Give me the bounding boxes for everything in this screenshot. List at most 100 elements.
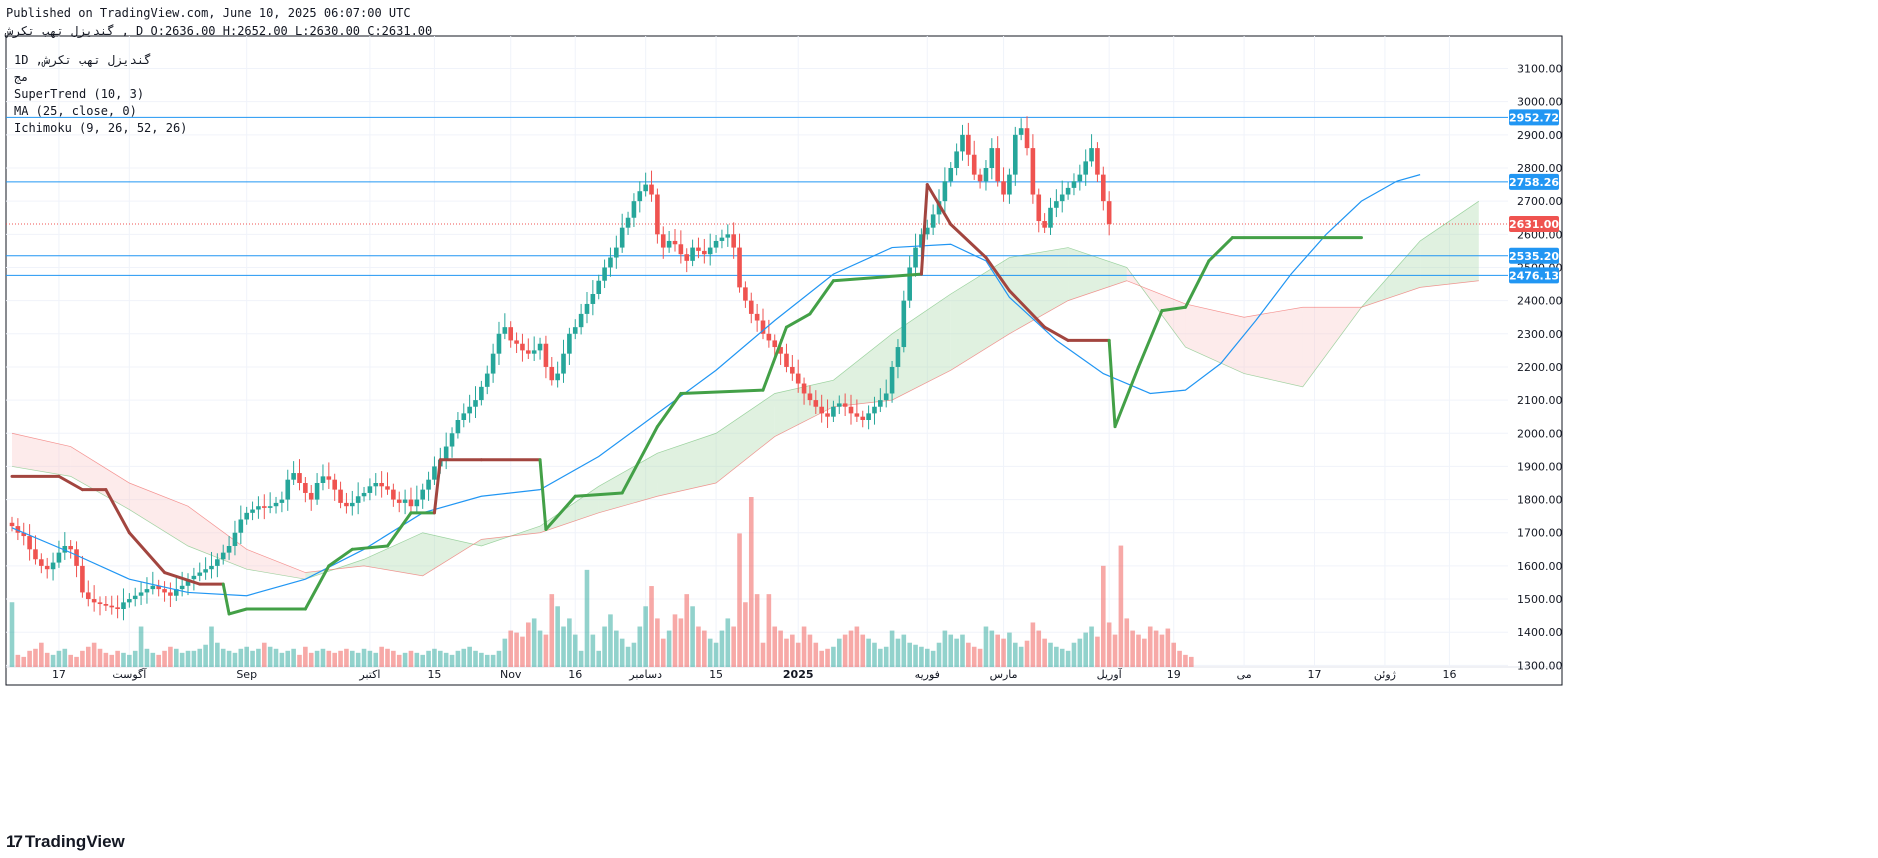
volume-bar: [144, 648, 150, 667]
x-tick-label: 16: [1442, 668, 1456, 681]
candle-body: [989, 148, 995, 168]
tradingview-logo[interactable]: 17 TradingView: [6, 832, 125, 852]
volume-bar: [443, 652, 449, 667]
candle-body: [1089, 148, 1094, 162]
volume-bar: [625, 646, 631, 667]
candle-body: [256, 506, 261, 510]
x-tick-label: 16: [568, 668, 582, 681]
candle-body: [930, 214, 936, 228]
cloud-segment: [1068, 247, 1127, 301]
volume-bar: [942, 630, 948, 667]
volume-bar: [520, 636, 525, 667]
legend-ma[interactable]: MA (25, close, 0): [14, 104, 137, 118]
supertrend-segment: [104, 488, 131, 535]
candle-body: [942, 181, 948, 202]
candle-body: [807, 393, 813, 401]
gridlines: 1300.00 1400.00 1500.00 1600.00 1700.00 1800.…: [6, 36, 1563, 681]
volume-bar: [314, 650, 320, 667]
published-line: Published on TradingView.com, June 10, 2…: [6, 6, 411, 20]
volume-bar: [344, 648, 349, 667]
volume-bar: [1147, 626, 1153, 667]
candle-body: [250, 509, 255, 513]
volume-bar: [332, 652, 337, 667]
candle-body: [39, 559, 44, 566]
volume-bar: [637, 626, 643, 667]
volume-bar: [338, 650, 343, 667]
candle-body: [238, 519, 244, 533]
candle-body: [983, 168, 989, 182]
volume-bar: [1112, 634, 1118, 667]
volume-bar: [1001, 638, 1006, 667]
volume-series: [9, 497, 1194, 667]
candle-body: [50, 562, 56, 570]
candle-body: [402, 499, 408, 503]
candle-body: [490, 353, 496, 374]
volume-bar: [854, 626, 860, 667]
volume-bar: [537, 630, 543, 667]
candle-body: [1071, 181, 1077, 188]
legend-ichimoku[interactable]: Ichimoku (9, 26, 52, 26): [14, 121, 188, 135]
cloud-span-b: [11, 280, 1479, 577]
volume-bar: [801, 626, 807, 667]
volume-bar: [179, 652, 185, 667]
supertrend-segment: [949, 222, 988, 260]
candle-body: [156, 585, 161, 590]
volume-bar: [285, 650, 291, 667]
supertrend-segment: [620, 425, 659, 495]
candle-body: [731, 234, 736, 248]
level-price-label-bg: [1509, 267, 1559, 284]
volume-bar: [1083, 632, 1088, 667]
cloud-segment: [716, 393, 775, 483]
candle-body: [883, 393, 889, 401]
candle-body: [737, 247, 742, 288]
volume-bar: [209, 626, 214, 667]
supertrend-segment: [350, 544, 389, 551]
volume-bar: [690, 606, 695, 667]
volume-bar: [572, 634, 578, 667]
volume-bar: [666, 630, 672, 667]
volume-bar: [1189, 656, 1194, 667]
legend-supertrend[interactable]: SuperTrend (10, 3): [14, 87, 145, 101]
x-tick-label: 19: [1167, 668, 1181, 681]
volume-bar: [68, 654, 73, 667]
candle-body: [21, 532, 27, 537]
candle-body: [326, 476, 332, 480]
volume-bar: [226, 650, 232, 667]
supertrend-segment: [761, 325, 788, 392]
supertrend-segment: [127, 531, 167, 575]
candle-body: [484, 373, 490, 387]
candle-body: [860, 416, 866, 420]
volume-bar: [543, 634, 549, 667]
volume-bar: [678, 618, 684, 667]
volume-bar: [1024, 640, 1030, 667]
candle-body: [314, 483, 320, 500]
volume-bar: [215, 642, 220, 667]
candle-body: [572, 327, 578, 334]
candle-body: [760, 320, 766, 334]
supertrend-segment: [1183, 259, 1211, 309]
volume-bar: [772, 626, 778, 667]
volume-bar: [1054, 646, 1059, 667]
legend-symbol[interactable]: 1D ,گندیزل تهب تکرش: [14, 53, 152, 67]
candle-body: [977, 174, 983, 182]
volume-bar: [508, 630, 514, 667]
volume-bar: [185, 650, 191, 667]
volume-bar: [748, 497, 754, 667]
last-price-label-bg: [1509, 216, 1559, 233]
candle-body: [115, 607, 120, 609]
volume-bar: [261, 642, 267, 667]
candle-body: [555, 373, 560, 381]
supertrend-segment: [984, 256, 1011, 293]
cloud-segment: [129, 483, 189, 546]
candle-body: [1042, 221, 1047, 228]
candle-body: [596, 280, 602, 294]
volume-bar: [784, 638, 789, 667]
candle-body: [1001, 181, 1006, 195]
candle-body: [179, 585, 185, 590]
ohlc-line: گندیزل تهب تکرش , D O:2636.00 H:2652.00 …: [6, 24, 433, 38]
candle-body: [649, 184, 654, 195]
volume-bar: [479, 652, 484, 667]
y-tick-label: 2900.00: [1517, 129, 1563, 142]
volume-bar: [349, 650, 355, 667]
